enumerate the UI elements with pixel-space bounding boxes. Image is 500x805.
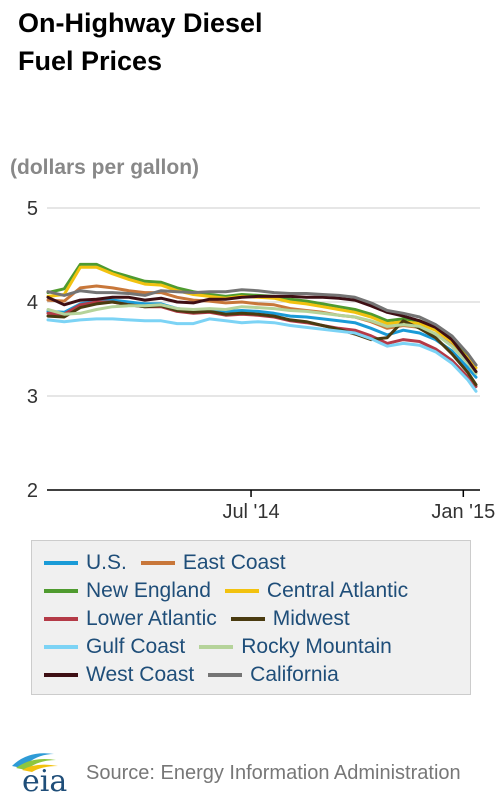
legend-item: New England	[44, 579, 211, 603]
legend-row: Gulf Coast Rocky Mountain	[44, 633, 392, 661]
legend-item: Lower Atlantic	[44, 607, 217, 631]
eia-logo-text: eia	[22, 764, 68, 799]
legend-swatch	[140, 561, 175, 565]
legend-item: Gulf Coast	[44, 635, 185, 659]
legend-swatch	[44, 561, 78, 565]
legend-label: U.S.	[86, 551, 127, 574]
legend-label: Gulf Coast	[86, 635, 186, 658]
legend-swatch	[224, 589, 259, 593]
legend-label: Lower Atlantic	[86, 607, 217, 630]
chart-title-line-2: Fuel Prices	[18, 46, 163, 76]
legend-label: Rocky Mountain	[241, 635, 392, 658]
chart-legend: U.S. East Coast New England Central Atlanti…	[31, 540, 471, 695]
legend-row: West Coast California	[44, 661, 339, 689]
legend-row: New England Central Atlantic	[44, 577, 408, 605]
legend-label: Central Atlantic	[266, 579, 409, 602]
legend-row: Lower Atlantic Midwest	[44, 605, 350, 633]
legend-label: Midwest	[272, 607, 350, 630]
y-tick-label: 5	[27, 198, 38, 220]
legend-label: California	[250, 663, 339, 686]
legend-swatch	[199, 645, 234, 649]
source-note: Source: Energy Information Administratio…	[86, 762, 461, 784]
series-line-west-coast	[46, 294, 478, 374]
series-line-california	[46, 288, 478, 367]
chart-title-line-1: On-Highway Diesel	[18, 8, 263, 38]
legend-label: East Coast	[182, 551, 286, 574]
legend-item: Central Atlantic	[224, 579, 409, 603]
x-tick-label: Jan '15	[431, 501, 495, 523]
legend-swatch	[230, 617, 265, 621]
legend-swatch	[44, 645, 78, 649]
chart-title: On-Highway Diesel Fuel Prices	[18, 4, 263, 80]
line-chart: 2 3 4 5 Jul '14 Jan '15	[27, 198, 495, 523]
x-tick-label: Jul '14	[222, 501, 279, 523]
legend-item: U.S.	[44, 551, 127, 575]
legend-item: Midwest	[230, 607, 350, 631]
eia-logo: eia	[8, 748, 72, 800]
eia-logo-mark	[12, 753, 58, 772]
y-tick-label: 3	[27, 386, 38, 408]
legend-swatch	[44, 617, 78, 621]
footer: eia Source: Energy Information Administr…	[0, 748, 500, 800]
legend-item: West Coast	[44, 663, 194, 687]
legend-item: East Coast	[140, 551, 286, 575]
legend-row: U.S. East Coast	[44, 549, 286, 577]
legend-swatch	[44, 673, 78, 677]
legend-label: West Coast	[86, 663, 195, 686]
legend-label: New England	[86, 579, 211, 602]
legend-swatch	[208, 673, 243, 677]
y-axis-label: (dollars per gallon)	[10, 156, 200, 179]
legend-item: California	[208, 663, 339, 687]
y-tick-label: 4	[27, 292, 38, 314]
series-line-rocky-mountain	[46, 303, 478, 375]
series-line-u-s-	[46, 298, 478, 379]
legend-swatch	[44, 589, 78, 593]
legend-item: Rocky Mountain	[199, 635, 392, 659]
y-tick-label: 2	[27, 480, 38, 502]
series-line-gulf-coast	[46, 317, 478, 393]
